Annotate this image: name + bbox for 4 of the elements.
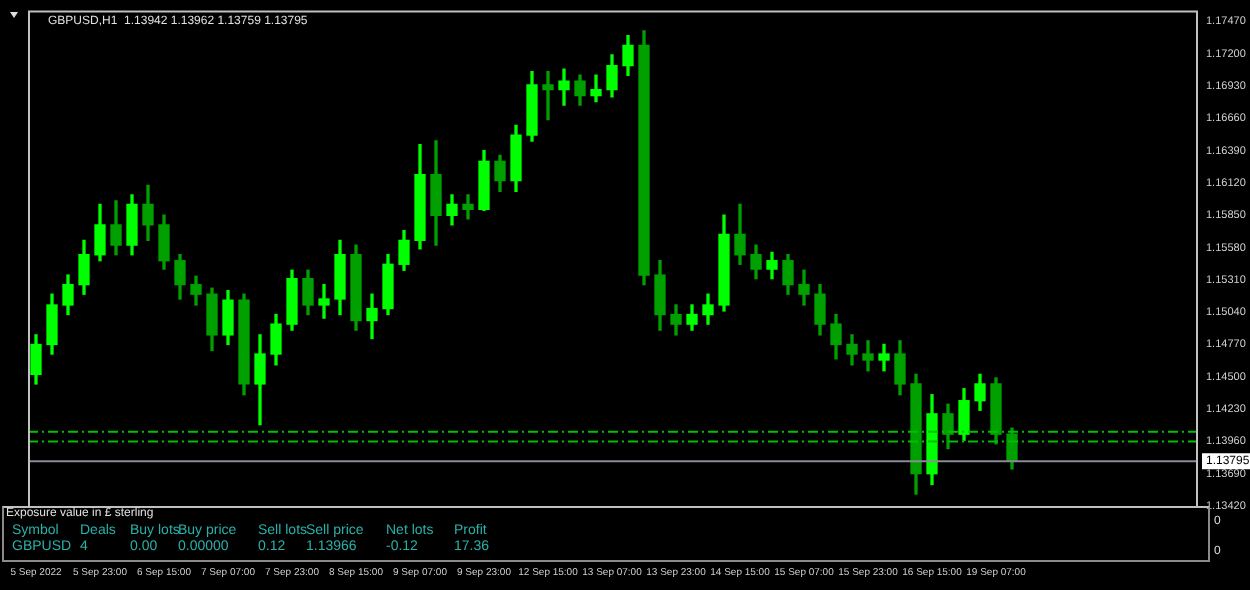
candlestick	[558, 68, 570, 106]
candlestick	[542, 70, 554, 121]
candlestick	[318, 283, 330, 319]
candlestick	[462, 194, 474, 220]
